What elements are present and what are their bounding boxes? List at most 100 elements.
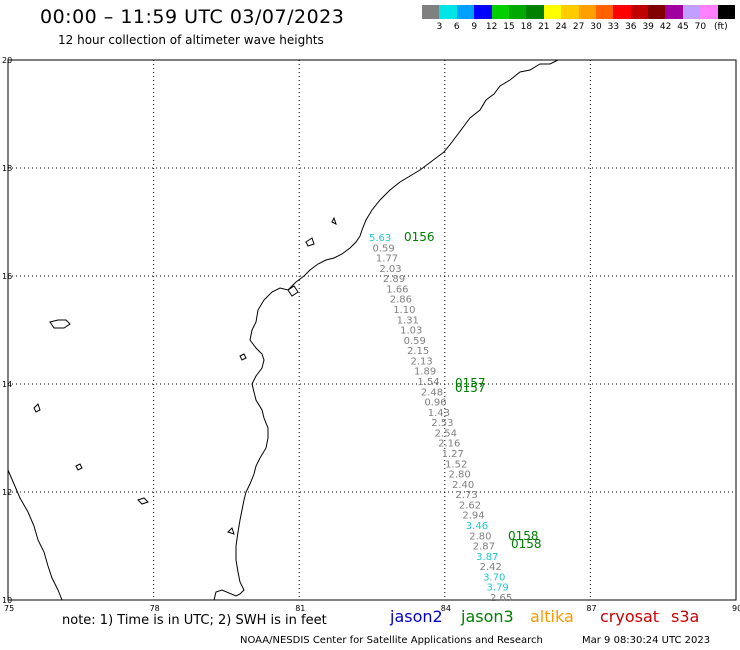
coastline-west — [7, 469, 63, 601]
swh-value: 2.53 — [431, 418, 453, 429]
swh-value: 0.96 — [424, 398, 446, 409]
swh-value: 2.48 — [421, 387, 443, 398]
swh-value: 1.89 — [414, 367, 436, 378]
island — [287, 285, 299, 297]
color-scale-label: 3 — [436, 22, 443, 32]
color-scale-label: 39 — [642, 22, 654, 32]
color-scale-label: 36 — [625, 22, 637, 32]
color-scale-cell — [595, 5, 614, 19]
color-scale-label: 30 — [590, 22, 602, 32]
color-scale-label: 12 — [485, 22, 498, 32]
island — [227, 527, 235, 535]
coastline — [7, 59, 559, 601]
color-scale-cell — [700, 5, 718, 19]
color-scale-bar — [422, 5, 736, 19]
color-scale-cell — [665, 5, 683, 19]
swh-value: 1.43 — [428, 408, 450, 419]
satellite-legend-jason3: jason3 — [461, 607, 514, 626]
island — [33, 403, 41, 413]
pass-time-label: 0156 — [404, 230, 435, 244]
swh-value: 2.62 — [459, 500, 481, 511]
color-scale-label: 70 — [694, 22, 707, 32]
wave-height-values: 5.630.591.772.032.891.662.861.101.311.03… — [369, 233, 512, 604]
swh-value: 1.31 — [397, 315, 419, 326]
credit-line: NOAA/NESDIS Center for Satellite Applica… — [240, 635, 543, 646]
swh-value: 2.15 — [407, 346, 429, 357]
swh-value: 3.46 — [466, 521, 488, 532]
color-scale-label: 15 — [503, 22, 515, 32]
swh-value: 2.03 — [379, 264, 401, 275]
swh-value: 0.59 — [404, 336, 426, 347]
swh-value: 2.65 — [490, 593, 512, 604]
swh-value: 2.42 — [480, 562, 502, 573]
color-scale-label: 33 — [607, 22, 620, 32]
swh-value: 1.03 — [400, 326, 422, 337]
color-scale-cell — [422, 5, 440, 19]
color-scale-unit: (ft) — [714, 22, 728, 32]
color-scale-cell — [474, 5, 492, 19]
lat-label: 18 — [2, 164, 12, 173]
swh-value: 2.86 — [390, 295, 412, 306]
footnote: note: 1) Time is in UTC; 2) SWH is in fe… — [62, 613, 327, 628]
color-scale-cell — [456, 5, 475, 19]
color-scale-label: 6 — [453, 22, 460, 32]
island — [331, 216, 337, 225]
lon-label: 87 — [586, 604, 596, 613]
lat-label: 16 — [2, 272, 12, 281]
color-scale-cell — [543, 5, 562, 19]
coastline-main — [213, 59, 559, 601]
swh-value: 2.89 — [383, 274, 405, 285]
satellite-legend-altika: altika — [530, 607, 574, 626]
lon-label: 75 — [4, 604, 14, 613]
swh-value: 2.73 — [455, 490, 477, 501]
color-scale-cell — [491, 5, 509, 19]
swh-value: 1.10 — [393, 305, 415, 316]
swh-value: 2.80 — [449, 470, 471, 481]
lat-label: 20 — [2, 56, 12, 65]
color-scale-cell — [561, 5, 579, 19]
island — [137, 497, 149, 505]
island — [75, 463, 83, 471]
color-scale-cell — [630, 5, 649, 19]
swh-value: 1.66 — [386, 284, 408, 295]
pass-time-label: 0157 — [455, 376, 486, 390]
color-scale-label: 27 — [572, 22, 585, 32]
pass-time-label: 0158 — [511, 537, 542, 551]
color-scale-cell — [578, 5, 596, 19]
island — [239, 353, 247, 361]
swh-value: 1.77 — [376, 254, 398, 265]
color-scale-cell — [526, 5, 544, 19]
swh-value: 3.70 — [483, 572, 505, 583]
lat-label: 10 — [2, 596, 12, 605]
swh-value: 5.63 — [369, 233, 391, 244]
island — [305, 237, 315, 247]
color-scale-cell — [508, 5, 527, 19]
lon-label: 81 — [295, 604, 305, 613]
color-scale-label: 42 — [659, 22, 672, 32]
satellite-legend-jason2: jason2 — [390, 607, 443, 626]
lon-label: 90 — [732, 604, 740, 613]
color-scale-label: 18 — [520, 22, 533, 32]
color-scale-label: 9 — [471, 22, 478, 32]
color-scale-label: 21 — [538, 22, 550, 32]
satellite-legend-s3a: s3a — [671, 607, 700, 626]
pass-time-label: 0158 — [508, 529, 539, 543]
color-scale-label: 24 — [555, 22, 567, 32]
color-scale-cell — [682, 5, 701, 19]
lon-label: 84 — [441, 604, 451, 613]
color-scale-label: 45 — [677, 22, 689, 32]
swh-value: 2.16 — [438, 439, 460, 450]
color-scale-cell — [717, 5, 736, 19]
map-title: 00:00 – 11:59 UTC 03/07/2023 — [40, 6, 345, 28]
swh-value: 0.59 — [372, 243, 394, 254]
island — [49, 319, 71, 329]
swh-value: 1.27 — [442, 449, 464, 460]
pass-time-label: 0157 — [455, 381, 486, 395]
swh-value: 2.94 — [462, 511, 484, 522]
lat-lon-grid — [8, 60, 736, 600]
generated-timestamp: Mar 9 08:30:24 UTC 2023 — [582, 635, 711, 646]
swh-value: 3.79 — [487, 583, 509, 594]
